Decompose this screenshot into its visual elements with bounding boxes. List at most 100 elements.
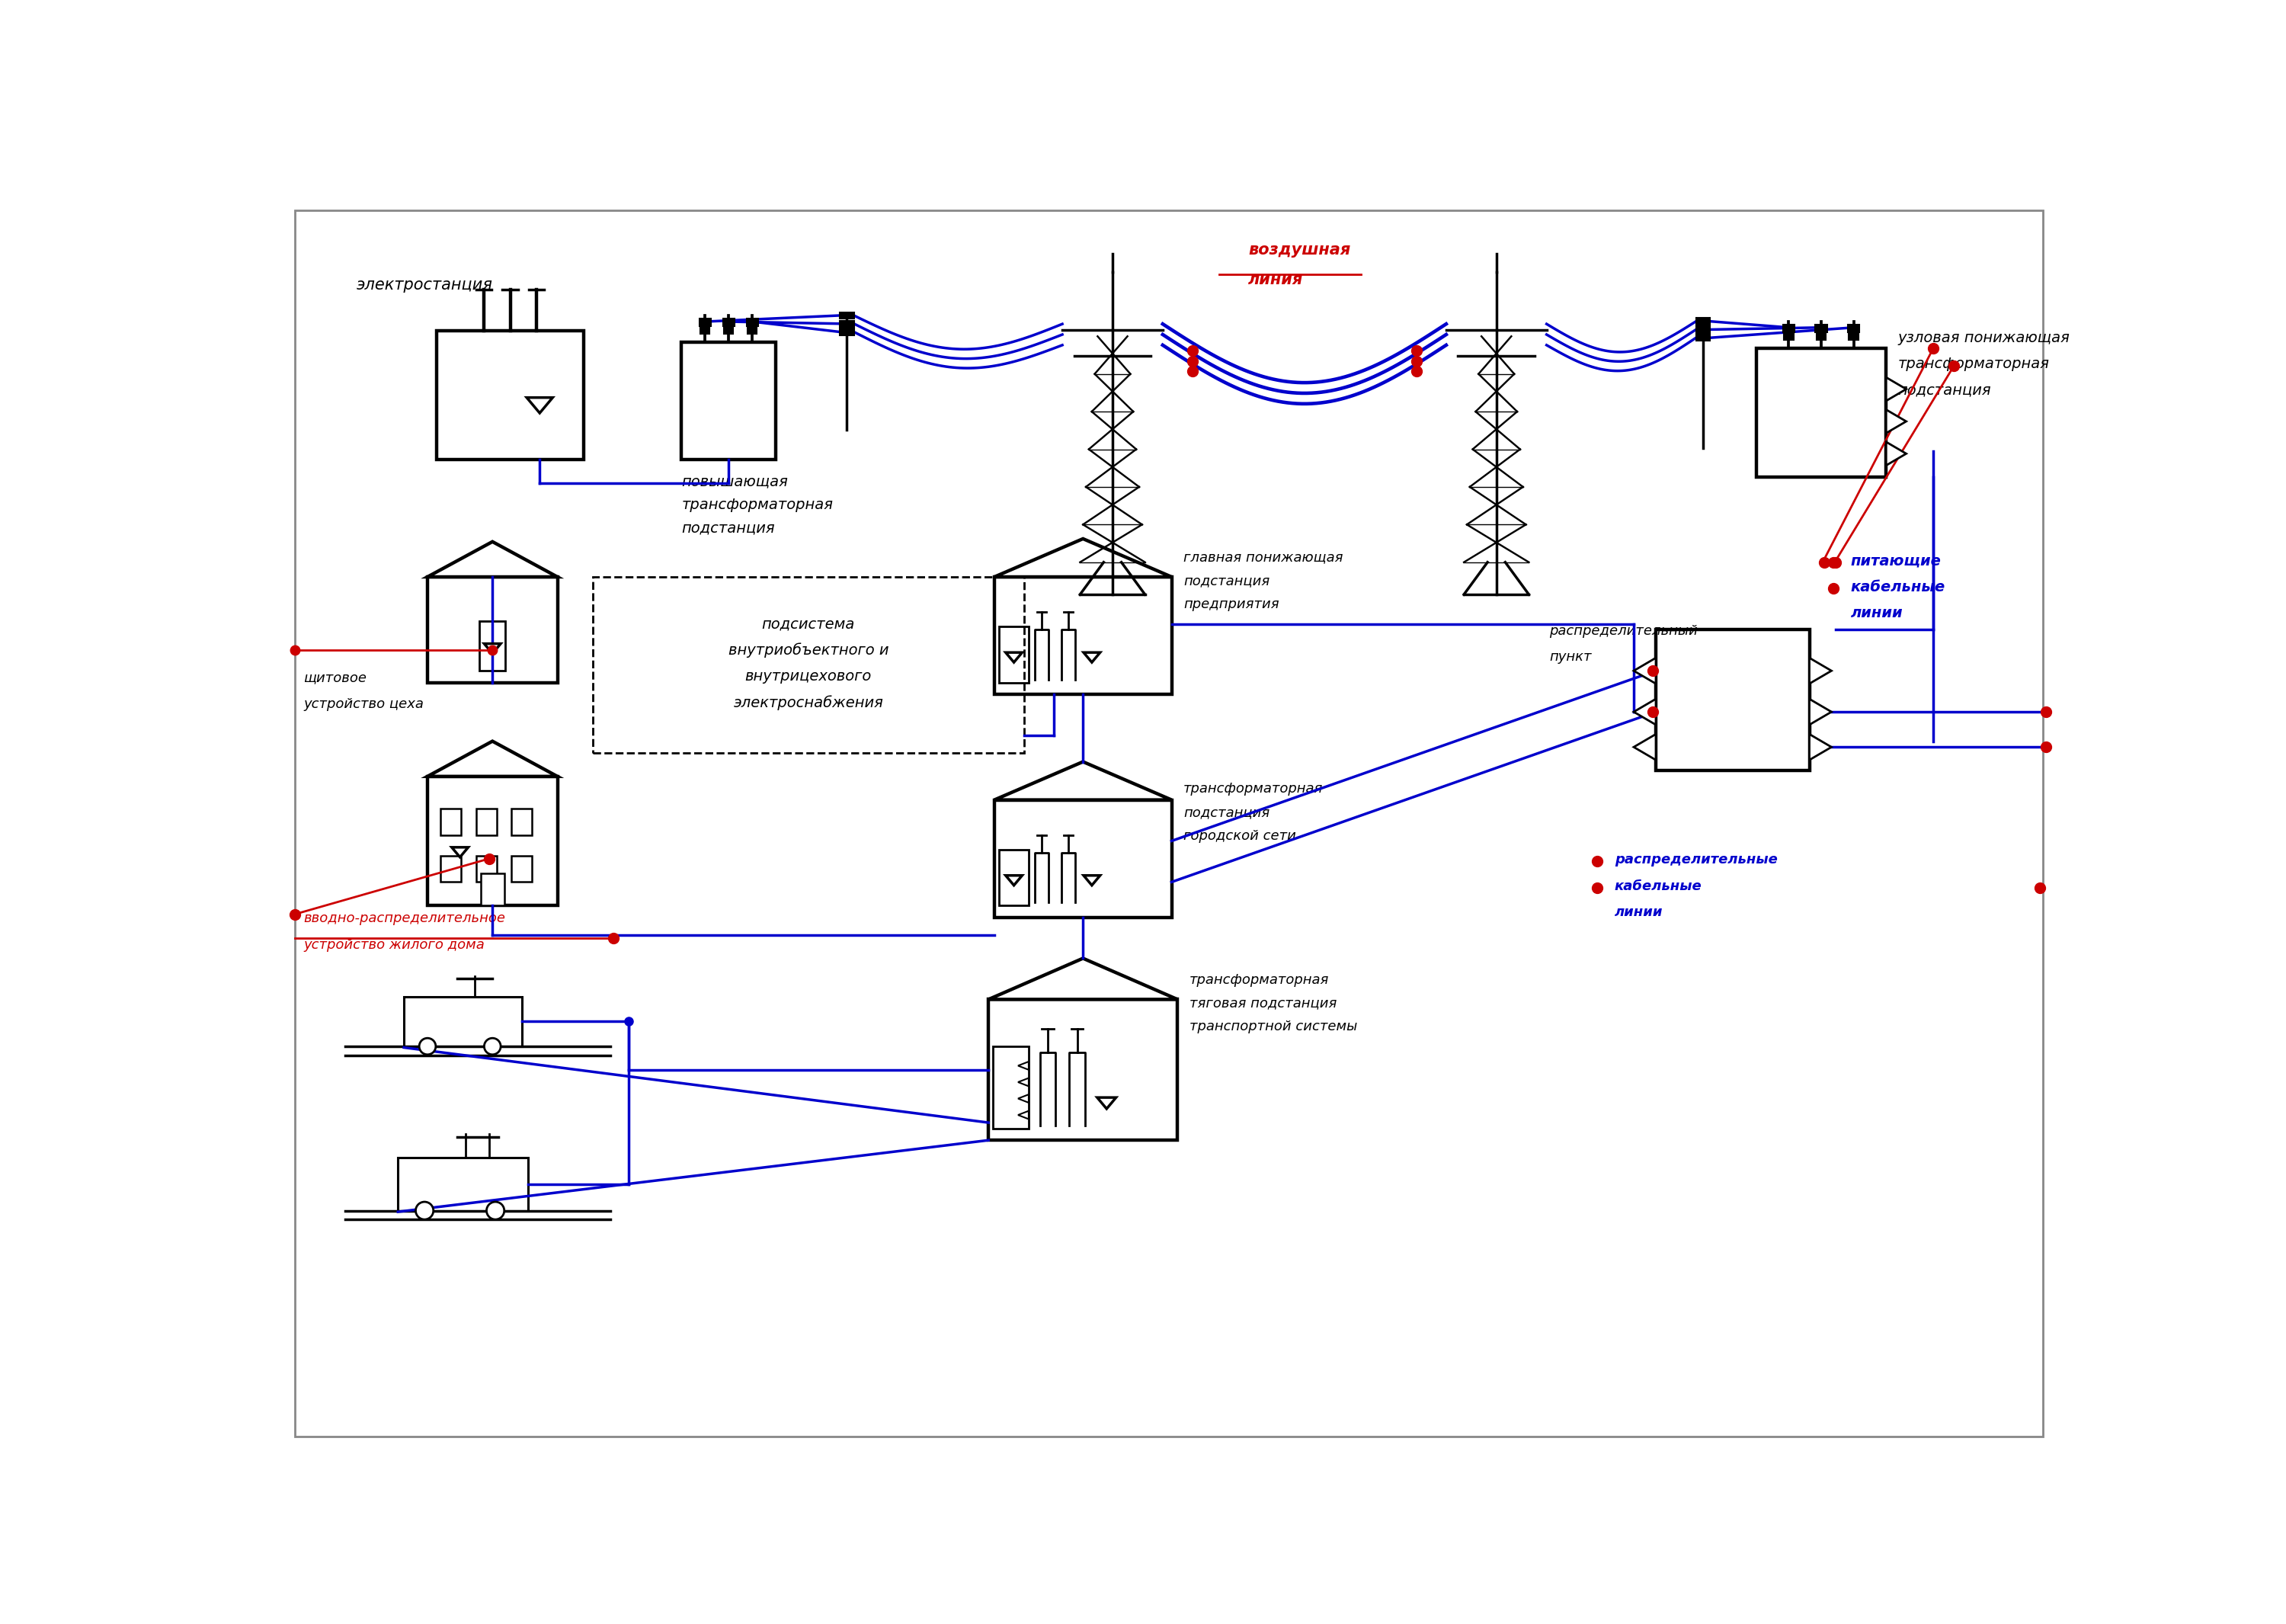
- Text: внутриобъектного и: внутриобъектного и: [729, 643, 889, 658]
- Bar: [700, 328, 709, 335]
- Text: повышающая: повышающая: [681, 474, 789, 489]
- Bar: [592, 577, 1024, 754]
- Bar: [441, 856, 462, 882]
- Bar: [427, 776, 558, 906]
- Text: электроснабжения: электроснабжения: [734, 695, 882, 711]
- Text: питающие: питающие: [1852, 554, 1941, 568]
- Polygon shape: [427, 741, 558, 776]
- Bar: [839, 328, 855, 335]
- Circle shape: [416, 1202, 434, 1220]
- Polygon shape: [1097, 1098, 1116, 1109]
- Text: кабельные: кабельные: [1614, 879, 1701, 893]
- Bar: [994, 577, 1170, 693]
- Text: транспортной системы: транспортной системы: [1189, 1020, 1358, 1033]
- Bar: [722, 318, 734, 326]
- Bar: [475, 856, 496, 882]
- Text: щитовое: щитовое: [304, 671, 366, 684]
- Bar: [748, 328, 757, 335]
- Text: подстанция: подстанция: [1897, 383, 1991, 398]
- Polygon shape: [1811, 734, 1831, 760]
- Bar: [512, 809, 533, 835]
- Text: линии: линии: [1852, 606, 1902, 620]
- Polygon shape: [427, 542, 558, 577]
- Polygon shape: [1084, 875, 1100, 885]
- Bar: [512, 856, 533, 882]
- Bar: [988, 999, 1177, 1140]
- Polygon shape: [1811, 698, 1831, 724]
- Text: предприятия: предприятия: [1184, 598, 1280, 611]
- Polygon shape: [485, 643, 501, 653]
- Polygon shape: [1017, 1095, 1029, 1103]
- Polygon shape: [994, 539, 1170, 577]
- Polygon shape: [1006, 653, 1022, 663]
- Bar: [1849, 333, 1859, 339]
- Bar: [480, 620, 505, 671]
- Text: подстанция: подстанция: [1184, 573, 1269, 588]
- Bar: [441, 809, 462, 835]
- Text: вводно-распределительное: вводно-распределительное: [304, 911, 505, 926]
- Polygon shape: [988, 958, 1177, 999]
- Bar: [1815, 325, 1827, 333]
- Polygon shape: [1017, 1062, 1029, 1070]
- Circle shape: [485, 1038, 501, 1054]
- Polygon shape: [1886, 377, 1907, 401]
- Bar: [999, 849, 1029, 906]
- Text: воздушная: воздушная: [1248, 242, 1351, 258]
- Bar: [725, 328, 734, 335]
- Bar: [1847, 325, 1859, 333]
- Text: узловая понижающая: узловая понижающая: [1897, 330, 2071, 344]
- Bar: [1783, 333, 1795, 339]
- Text: тяговая подстанция: тяговая подстанция: [1189, 997, 1337, 1010]
- Bar: [405, 997, 521, 1046]
- Polygon shape: [1634, 734, 1655, 760]
- Text: подсистема: подсистема: [761, 617, 855, 632]
- Text: внутрицехового: внутрицехового: [745, 669, 871, 684]
- Bar: [745, 318, 759, 326]
- Text: устройство жилого дома: устройство жилого дома: [304, 937, 485, 952]
- Bar: [398, 1158, 528, 1210]
- Polygon shape: [526, 398, 553, 412]
- Text: трансформаторная: трансформаторная: [1897, 357, 2051, 372]
- Polygon shape: [1811, 658, 1831, 684]
- Polygon shape: [1006, 875, 1022, 885]
- Polygon shape: [1634, 658, 1655, 684]
- Bar: [994, 801, 1170, 918]
- Text: распределительный: распределительный: [1550, 624, 1698, 638]
- Text: главная понижающая: главная понижающая: [1184, 551, 1344, 564]
- Text: трансформаторная: трансформаторная: [1184, 783, 1324, 796]
- Circle shape: [418, 1038, 437, 1054]
- Bar: [475, 809, 496, 835]
- Bar: [437, 330, 583, 460]
- Bar: [1696, 318, 1710, 325]
- Bar: [427, 577, 558, 682]
- Bar: [1783, 325, 1795, 333]
- Text: линия: линия: [1248, 271, 1303, 287]
- Polygon shape: [1886, 409, 1907, 434]
- Bar: [839, 312, 855, 318]
- Polygon shape: [1886, 442, 1907, 466]
- Bar: [1655, 630, 1811, 770]
- Bar: [1817, 333, 1827, 339]
- Polygon shape: [1017, 1078, 1029, 1086]
- Bar: [839, 320, 855, 326]
- Polygon shape: [994, 762, 1170, 801]
- Text: подстанция: подстанция: [681, 521, 775, 536]
- Bar: [1756, 348, 1886, 477]
- Text: трансформаторная: трансформаторная: [681, 497, 832, 512]
- Text: трансформаторная: трансформаторная: [1189, 973, 1328, 987]
- Text: городской сети: городской сети: [1184, 830, 1296, 843]
- Text: линии: линии: [1614, 906, 1662, 919]
- Text: пункт: пункт: [1550, 650, 1591, 664]
- Bar: [480, 874, 505, 906]
- Bar: [1696, 335, 1710, 341]
- Bar: [1696, 326, 1710, 333]
- Bar: [999, 627, 1029, 682]
- Polygon shape: [1634, 698, 1655, 724]
- Polygon shape: [1084, 653, 1100, 663]
- Polygon shape: [1017, 1111, 1029, 1119]
- Text: кабельные: кабельные: [1852, 580, 1945, 594]
- Bar: [681, 343, 775, 460]
- Polygon shape: [453, 848, 469, 857]
- Text: подстанция: подстанция: [1184, 806, 1269, 820]
- Text: устройство цеха: устройство цеха: [304, 697, 423, 711]
